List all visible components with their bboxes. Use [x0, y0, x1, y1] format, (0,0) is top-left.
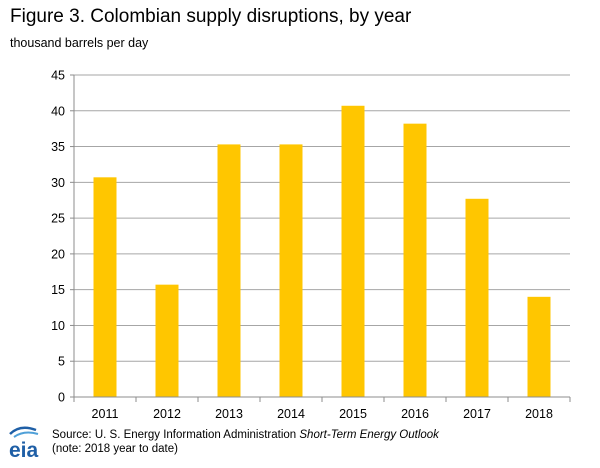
x-tick-label: 2015	[339, 407, 367, 421]
chart-title: Figure 3. Colombian supply disruptions, …	[10, 6, 412, 27]
bar-2012	[155, 284, 179, 397]
y-tick-label: 0	[58, 391, 65, 405]
y-axis-units-label: thousand barrels per day	[10, 36, 149, 50]
bar-2015	[341, 105, 365, 397]
source-line: Source: U. S. Energy Information Adminis…	[52, 428, 439, 442]
x-tick-label: 2017	[463, 407, 491, 421]
x-tick-label: 2012	[153, 407, 181, 421]
y-tick-label: 15	[51, 283, 65, 297]
bar-2018	[527, 296, 551, 397]
year-to-date-note: (note: 2018 year to date)	[52, 443, 178, 455]
x-tick-labels: 2011 2012 2013 2014 2015 2016 2017 2018	[92, 407, 553, 421]
x-tick-label: 2014	[277, 407, 305, 421]
y-tick-label: 5	[58, 355, 65, 369]
bar-2016	[403, 123, 427, 397]
x-tick-label: 2016	[401, 407, 429, 421]
bar-2011	[93, 177, 117, 397]
y-tick-label: 10	[51, 319, 65, 333]
bar-2017	[465, 198, 489, 397]
bar-2014	[279, 144, 303, 397]
gridlines	[74, 74, 570, 362]
source-note: Source: U. S. Energy Information Adminis…	[52, 428, 439, 456]
axes	[70, 74, 571, 402]
y-tick-label: 25	[51, 212, 65, 226]
y-tick-label: 20	[51, 247, 65, 261]
source-prefix: Source: U. S. Energy Information Adminis…	[52, 429, 300, 441]
bar-2013	[217, 144, 241, 397]
x-tick-label: 2011	[92, 407, 119, 421]
y-tick-labels: 0 5 10 15 20 25 30 35 40 45	[51, 69, 65, 405]
bars	[93, 105, 551, 397]
eia-logo-icon: eia	[6, 426, 46, 462]
source-publication: Short-Term Energy Outlook	[299, 429, 439, 441]
y-tick-label: 40	[51, 104, 65, 118]
y-tick-label: 45	[51, 69, 65, 83]
y-tick-label: 35	[51, 140, 65, 154]
y-tick-label: 30	[51, 176, 65, 190]
logo-text: eia	[9, 439, 39, 462]
x-tick-label: 2013	[215, 407, 243, 421]
x-tick-label: 2018	[525, 407, 553, 421]
